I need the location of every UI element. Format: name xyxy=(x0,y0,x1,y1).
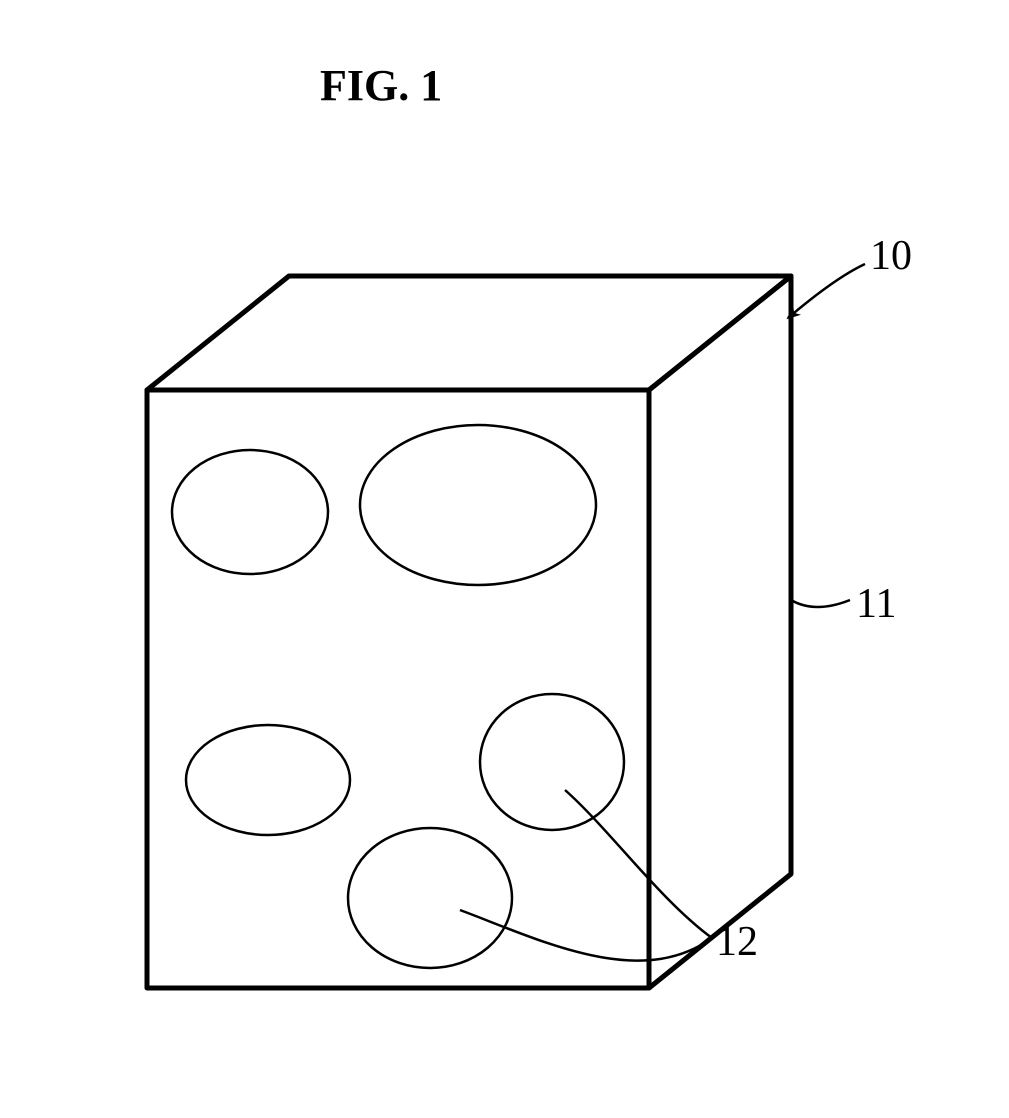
ovals xyxy=(172,425,624,968)
label-body: 11 xyxy=(856,580,896,628)
label-feature: 12 xyxy=(716,918,758,966)
cube xyxy=(147,276,791,988)
label-assembly: 10 xyxy=(870,232,912,280)
diagram-svg xyxy=(0,0,1009,1118)
leader-lines xyxy=(460,264,865,961)
